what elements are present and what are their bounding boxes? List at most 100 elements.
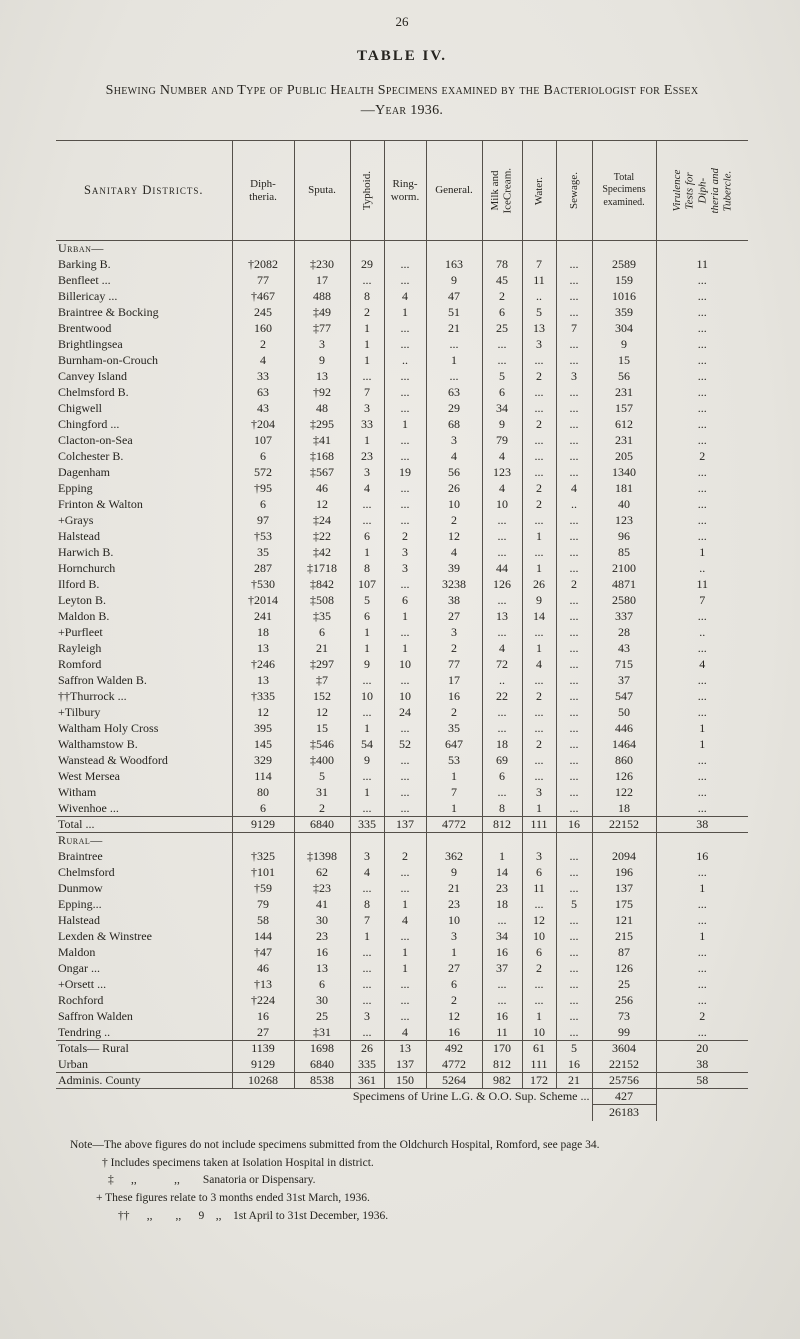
value-cell: ... [555, 608, 592, 625]
value-cell: 4772 [425, 1056, 482, 1073]
table-title: TABLE IV. [357, 48, 447, 64]
value-cell: 38 [425, 592, 482, 609]
value-cell: 16 [231, 1008, 294, 1025]
value-cell: ... [555, 880, 592, 897]
value-cell: 5264 [425, 1072, 482, 1090]
value-cell: 10 [521, 928, 556, 945]
district-cell: Rochford [58, 993, 104, 1008]
header-label: Diph- theria. [249, 177, 277, 203]
value-cell [349, 832, 384, 849]
district-cell: Chelmsford [58, 865, 115, 880]
value-cell: 79 [481, 432, 522, 449]
value-cell: 492 [425, 1040, 482, 1057]
value-cell: ... [555, 976, 592, 993]
value-cell: 3 [425, 928, 482, 945]
value-cell: †2082 [231, 256, 294, 273]
value-cell: 6 [521, 944, 556, 961]
value-cell: ... [349, 1024, 384, 1041]
district-cell: Frinton & Walton [58, 497, 143, 512]
value-cell: 10 [349, 688, 384, 705]
value-cell: 46 [293, 480, 350, 497]
value-cell: 137 [383, 1056, 426, 1073]
value-cell: 3 [349, 464, 384, 481]
district-cell: Urban— [58, 241, 104, 256]
value-cell: ... [383, 800, 426, 817]
value-cell: 10 [481, 496, 522, 513]
value-cell: 1 [425, 944, 482, 961]
value-cell: ... [349, 672, 384, 689]
district-cell: Brightlingsea [58, 337, 123, 352]
value-cell: 50 [591, 704, 656, 721]
value-cell: 1 [655, 736, 748, 753]
value-cell: 5 [349, 592, 384, 609]
value-cell [591, 832, 656, 849]
table-row: +Tilbury 12 12... 24 2......... 50... [56, 704, 748, 721]
value-cell: 2589 [591, 256, 656, 273]
header-sanitary-districts: Sanitary Districts. [56, 140, 232, 242]
value-cell: 13 [383, 1040, 426, 1057]
value-cell: †101 [231, 864, 294, 881]
value-cell: 4 [521, 656, 556, 673]
value-cell: ... [521, 352, 556, 369]
value-cell: ... [655, 336, 748, 353]
table-row: Halstead †53 ‡22 6 2 12... 1... 96... [56, 528, 748, 545]
urine-value: 427 [591, 1088, 657, 1106]
value-cell: 10268 [231, 1072, 294, 1090]
header-total-specimens: Total Specimens examined. [591, 140, 656, 242]
value-cell: 1 [383, 960, 426, 977]
value-cell: 335 [349, 816, 384, 834]
value-cell: 6 [231, 496, 294, 513]
value-cell: 1 [383, 608, 426, 625]
value-cell: 4 [481, 640, 522, 657]
value-cell: ... [555, 704, 592, 721]
grand-total-row: 26183 [56, 1104, 748, 1121]
district-cell: Total ... [56, 816, 232, 834]
value-cell: 77 [231, 272, 294, 289]
value-cell: ... [555, 640, 592, 657]
value-cell: 13 [231, 672, 294, 689]
district-cell: Colchester B. [58, 449, 124, 464]
value-cell: ... [555, 800, 592, 817]
table-row: Frinton & Walton 6 12...... 10 10 2.. 40... [56, 496, 748, 513]
value-cell: ... [655, 640, 748, 657]
value-cell: 34 [481, 400, 522, 417]
value-cell: .. [655, 560, 748, 577]
table-row: Brightlingsea 2 3 1......... 3... 9... [56, 336, 748, 353]
value-cell: 16 [481, 944, 522, 961]
value-cell: 4 [655, 656, 748, 673]
value-cell: .. [555, 496, 592, 513]
value-cell: 13 [293, 960, 350, 977]
value-cell: 41 [293, 896, 350, 913]
value-cell: 1698 [293, 1040, 350, 1057]
value-cell: 205 [591, 448, 656, 465]
value-cell: ... [521, 752, 556, 769]
value-cell: 4 [349, 864, 384, 881]
value-cell: 1340 [591, 464, 656, 481]
value-cell: 6 [425, 976, 482, 993]
value-cell: 5 [481, 368, 522, 385]
value-cell: ... [655, 272, 748, 289]
value-cell [425, 832, 482, 849]
value-cell: 12 [425, 528, 482, 545]
value-cell: ... [481, 624, 522, 641]
table-row: Maldon B. 241 ‡35 6 1 27 13 14... 337... [56, 608, 748, 625]
value-cell: 20 [655, 1040, 748, 1057]
value-cell: ... [655, 512, 748, 529]
value-cell: †53 [231, 528, 294, 545]
value-cell: 10 [521, 1024, 556, 1041]
value-cell: 4772 [425, 816, 482, 834]
value-cell: 22 [481, 688, 522, 705]
value-cell: ... [555, 928, 592, 945]
header-label-rotated: Milk and IceCream. [489, 167, 514, 214]
value-cell [481, 832, 522, 849]
value-cell: 38 [655, 816, 748, 834]
value-cell: 2 [655, 448, 748, 465]
value-cell: 860 [591, 752, 656, 769]
value-cell: ‡546 [293, 736, 350, 753]
value-cell: 1 [655, 720, 748, 737]
value-cell: ... [655, 960, 748, 977]
value-cell: ... [555, 352, 592, 369]
table-row: Totals— Rural 1139 1698 26 13 492 170 61 5 3604 20 [56, 1040, 748, 1057]
value-cell [591, 240, 656, 257]
